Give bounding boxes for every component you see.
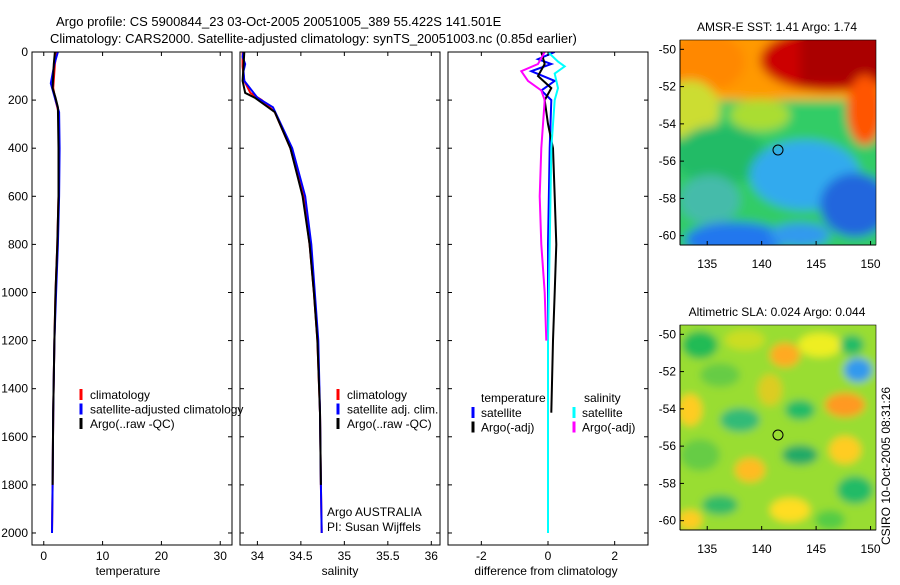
difference-series-temperature-argo-adj	[536, 52, 558, 413]
sla-map-ytick-label: -56	[659, 439, 677, 453]
difference-legend-label: Argo(-adj)	[481, 421, 534, 435]
temperature-xlabel: temperature	[96, 564, 161, 578]
temperature-series-argo-raw-qc	[51, 52, 60, 485]
difference-legend-label: satellite	[582, 406, 623, 420]
difference-series-salinity-argo-adj	[519, 52, 548, 341]
depth-tick-label: 0	[21, 45, 28, 59]
sst-map-xtick-label: 135	[697, 257, 717, 271]
depth-tick-label: 1000	[1, 285, 28, 299]
salinity-xtick-label: 35	[338, 549, 352, 563]
depth-tick-label: 1600	[1, 430, 28, 444]
sla-heatmap	[680, 325, 876, 530]
salinity-legend-label: climatology	[347, 388, 407, 402]
salinity-annotation-2: PI: Susan Wijffels	[327, 520, 421, 534]
temperature-xtick-label: 10	[96, 549, 110, 563]
sst-map-xtick-label: 140	[752, 257, 772, 271]
temperature-legend-label: climatology	[90, 388, 150, 402]
depth-tick-label: 400	[8, 141, 28, 155]
temperature-xtick-label: 0	[40, 549, 47, 563]
sla-map-ytick-label: -60	[659, 514, 677, 528]
sst-map-ytick-label: -50	[659, 42, 677, 56]
sla-map-ytick-label: -58	[659, 476, 677, 490]
temperature-xtick-label: 20	[155, 549, 169, 563]
salinity-xtick-label: 35.5	[376, 549, 400, 563]
sla-map-title: Altimetric SLA: 0.024 Argo: 0.044	[689, 305, 866, 319]
salinity-annotation-1: Argo AUSTRALIA	[327, 505, 422, 519]
sst-map-ytick-label: -58	[659, 191, 677, 205]
salinity-legend-label: Argo(..raw -QC)	[347, 417, 432, 431]
sst-map-ytick-label: -60	[659, 229, 677, 243]
salinity-xtick-label: 34.5	[289, 549, 313, 563]
difference-xtick-label: 0	[545, 549, 552, 563]
sla-map-xtick-label: 145	[806, 542, 826, 556]
sst-map-title: AMSR-E SST: 1.41 Argo: 1.74	[697, 20, 857, 34]
sla-map-ytick-label: -52	[659, 365, 677, 379]
salinity-legend-label: satellite adj. clim.	[347, 403, 438, 417]
depth-tick-label: 800	[8, 237, 28, 251]
salinity-xtick-label: 34	[251, 549, 265, 563]
difference-panel: -2 0 2 difference from climatology tempera…	[447, 51, 649, 578]
salinity-xlabel: salinity	[322, 564, 359, 578]
depth-tick-label: 1400	[1, 382, 28, 396]
sst-map-xtick-label: 145	[806, 257, 826, 271]
sla-map-xtick-label: 150	[861, 542, 881, 556]
difference-xtick-label: 2	[611, 549, 618, 563]
difference-xtick-label: -2	[476, 549, 487, 563]
depth-tick-label: 1800	[1, 478, 28, 492]
temperature-axes-frame	[31, 51, 233, 546]
salinity-xtick-label: 36	[425, 549, 439, 563]
title-line-2: Climatology: CARS2000. Satellite-adjuste…	[50, 31, 577, 46]
depth-tick-label: 600	[8, 189, 28, 203]
sst-argo-location-marker	[772, 144, 784, 156]
salinity-series-argo-raw-qc	[241, 52, 322, 485]
depth-tick-label: 200	[8, 93, 28, 107]
depth-tick-label: 1200	[1, 334, 28, 348]
sla-map-ytick-label: -50	[659, 327, 677, 341]
difference-legend-label: satellite	[481, 406, 522, 420]
salinity-series-climatology	[241, 52, 323, 534]
sla-map-ytick-label: -54	[659, 402, 677, 416]
sst-map-xtick-label: 150	[861, 257, 881, 271]
depth-tick-label: 2000	[1, 526, 28, 540]
difference-legend-salinity-header: salinity	[584, 391, 621, 405]
sst-map-panel: AMSR-E SST: 1.41 Argo: 1.74	[659, 20, 881, 271]
difference-legend: temperature salinitysatelliteArgo(-adj)sa…	[471, 391, 635, 435]
difference-legend-label: Argo(-adj)	[582, 421, 635, 435]
difference-series-salinity-satellite	[547, 52, 567, 533]
temperature-legend-label: satellite-adjusted climatology	[90, 403, 243, 417]
sst-map-ytick-label: -52	[659, 80, 677, 94]
difference-legend-temperature-header: temperature	[481, 391, 546, 405]
sla-map-panel: Altimetric SLA: 0.024 Argo: 0.044	[659, 305, 881, 556]
salinity-series-satellite-adj-clim	[241, 52, 323, 534]
difference-xlabel: difference from climatology	[474, 564, 617, 578]
temperature-panel: 0 200 400 600 800 1000 1200 1400 1600 1800 2000 0 10…	[1, 45, 243, 578]
sst-map-ytick-label: -56	[659, 154, 677, 168]
sst-heatmap	[680, 40, 876, 245]
sla-argo-location-marker	[772, 429, 784, 441]
salinity-panel: 34 34.5 35 35.5 36 salinity climatologysatel…	[239, 51, 441, 578]
temperature-legend-label: Argo(..raw -QC)	[90, 417, 175, 431]
sla-map-xtick-label: 140	[752, 542, 772, 556]
temperature-xtick-label: 30	[214, 549, 228, 563]
sst-map-ytick-label: -54	[659, 117, 677, 131]
csiro-timestamp: CSIRO 10-Oct-2005 08:31:26	[879, 387, 893, 545]
salinity-axes-frame	[239, 51, 441, 546]
sla-map-xtick-label: 135	[697, 542, 717, 556]
title-line-1: Argo profile: CS 5900844_23 03-Oct-2005 …	[56, 14, 502, 29]
